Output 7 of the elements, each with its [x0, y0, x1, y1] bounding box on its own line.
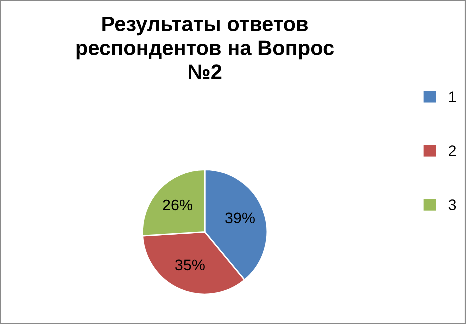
legend-label: 1 [449, 92, 456, 102]
data-label: 26% [163, 200, 193, 211]
legend-label: 3 [448, 200, 456, 210]
data-label: 35% [175, 260, 205, 271]
legend-label: 2 [449, 146, 456, 156]
data-label: 39% [226, 212, 255, 224]
chart-title: Результаты ответов респондентов на Вопрос №2 [76, 16, 334, 80]
